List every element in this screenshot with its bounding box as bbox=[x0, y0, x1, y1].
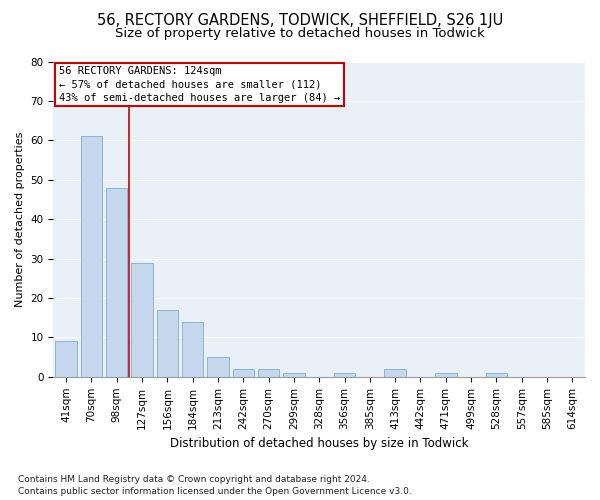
Bar bbox=[157, 310, 178, 377]
Bar bbox=[233, 369, 254, 377]
Bar bbox=[283, 373, 305, 377]
Text: 56, RECTORY GARDENS, TODWICK, SHEFFIELD, S26 1JU: 56, RECTORY GARDENS, TODWICK, SHEFFIELD,… bbox=[97, 12, 503, 28]
Text: 56 RECTORY GARDENS: 124sqm
← 57% of detached houses are smaller (112)
43% of sem: 56 RECTORY GARDENS: 124sqm ← 57% of deta… bbox=[59, 66, 340, 102]
Bar bbox=[106, 188, 127, 377]
Bar bbox=[435, 373, 457, 377]
Text: Contains HM Land Registry data © Crown copyright and database right 2024.
Contai: Contains HM Land Registry data © Crown c… bbox=[18, 475, 412, 496]
Bar bbox=[131, 262, 153, 377]
Bar bbox=[55, 342, 77, 377]
Bar bbox=[385, 369, 406, 377]
Bar bbox=[207, 357, 229, 377]
Text: Size of property relative to detached houses in Todwick: Size of property relative to detached ho… bbox=[115, 28, 485, 40]
Y-axis label: Number of detached properties: Number of detached properties bbox=[15, 132, 25, 307]
X-axis label: Distribution of detached houses by size in Todwick: Distribution of detached houses by size … bbox=[170, 437, 469, 450]
Bar bbox=[485, 373, 507, 377]
Bar bbox=[80, 136, 102, 377]
Bar bbox=[182, 322, 203, 377]
Bar bbox=[258, 369, 280, 377]
Bar bbox=[334, 373, 355, 377]
